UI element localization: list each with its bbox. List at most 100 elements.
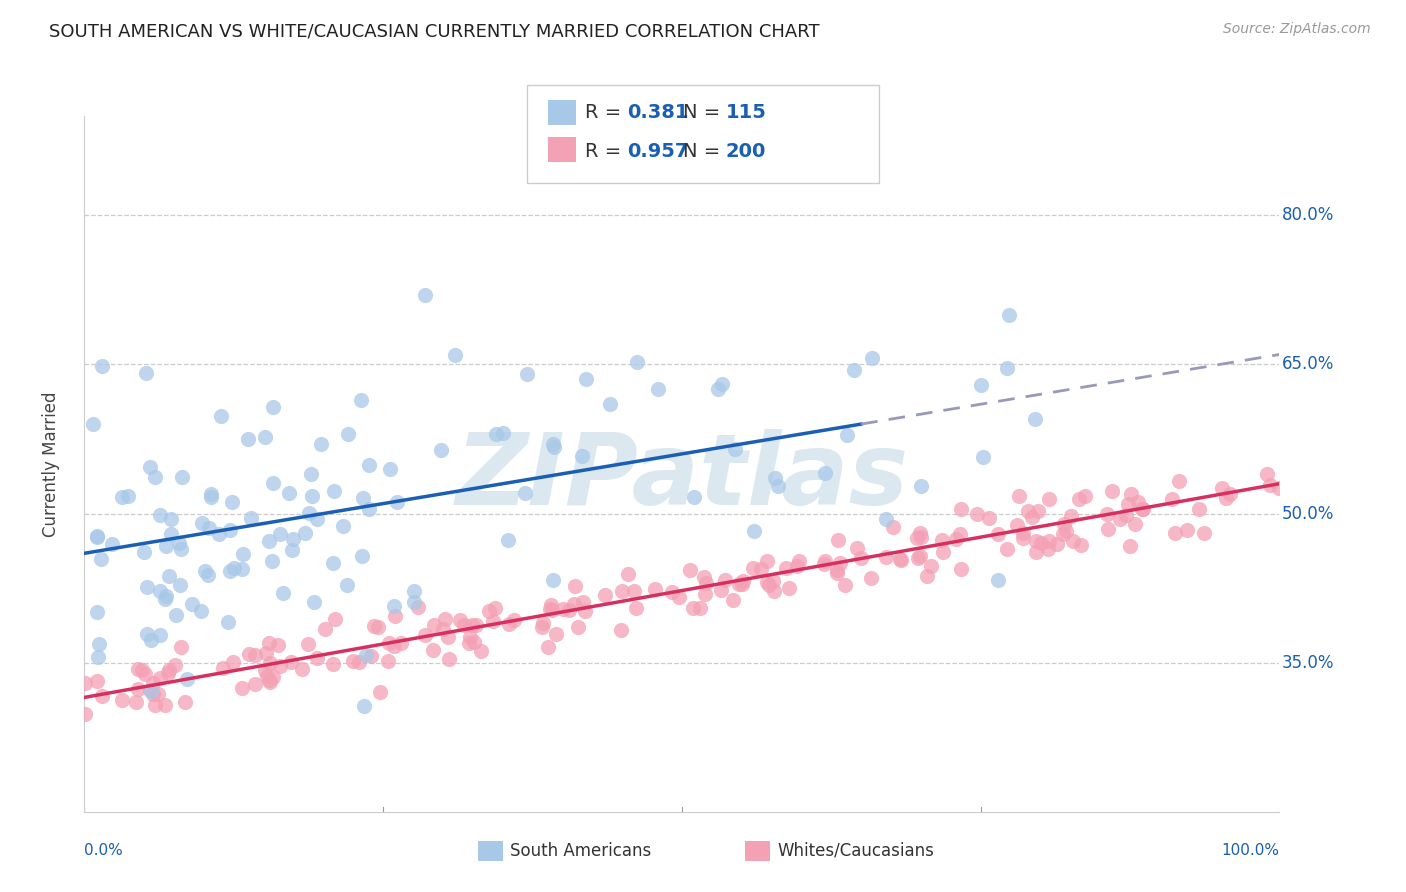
Point: [492, 425, 515, 440]
Point: [907, 551, 929, 566]
Point: [859, 571, 882, 585]
Point: [160, 527, 183, 541]
Text: 50.0%: 50.0%: [1282, 505, 1334, 523]
Point: [731, 577, 754, 591]
Point: [1116, 497, 1139, 511]
Point: [153, 698, 176, 712]
Point: [1008, 489, 1031, 503]
Point: [155, 591, 177, 606]
Point: [380, 461, 402, 475]
Point: [357, 502, 380, 516]
Point: [382, 599, 405, 613]
Point: [194, 564, 217, 578]
Point: [404, 594, 426, 608]
Point: [87, 650, 110, 665]
Point: [723, 593, 745, 607]
Point: [165, 658, 187, 673]
Point: [350, 393, 373, 408]
Text: 80.0%: 80.0%: [1282, 206, 1334, 225]
Point: [238, 647, 260, 661]
Point: [86, 529, 108, 543]
Point: [1025, 534, 1047, 549]
Point: [406, 600, 429, 615]
Point: [259, 534, 281, 549]
Point: [90, 551, 112, 566]
Point: [138, 459, 160, 474]
Point: [82, 417, 104, 431]
Point: [141, 633, 163, 648]
Point: [101, 536, 124, 550]
Point: [1188, 502, 1211, 516]
Point: [1119, 539, 1142, 553]
Point: [679, 563, 702, 577]
Point: [814, 466, 837, 480]
Point: [191, 516, 214, 531]
Point: [1115, 508, 1137, 522]
Text: R =: R =: [585, 103, 627, 122]
Point: [762, 574, 785, 589]
Point: [540, 598, 562, 612]
Point: [1011, 526, 1033, 541]
Point: [458, 635, 481, 649]
Point: [243, 648, 266, 662]
Text: ZIPatlas: ZIPatlas: [456, 429, 908, 526]
Point: [484, 601, 506, 615]
Point: [257, 636, 280, 650]
Point: [787, 553, 810, 567]
Point: [169, 578, 191, 592]
Point: [1062, 534, 1084, 549]
Text: 65.0%: 65.0%: [1282, 355, 1334, 374]
Point: [762, 583, 785, 598]
Point: [212, 661, 235, 675]
Point: [165, 608, 187, 623]
Point: [449, 613, 471, 627]
Point: [149, 508, 172, 523]
Point: [593, 589, 616, 603]
Point: [342, 654, 364, 668]
Point: [1012, 531, 1035, 545]
Point: [73, 676, 96, 690]
Point: [352, 491, 374, 505]
Point: [1067, 491, 1090, 506]
Point: [142, 676, 165, 690]
Point: [433, 612, 456, 626]
Point: [661, 584, 683, 599]
Point: [1164, 525, 1187, 540]
Point: [402, 584, 425, 599]
Point: [75, 706, 97, 721]
Point: [157, 568, 180, 582]
Point: [567, 620, 589, 634]
Point: [125, 695, 148, 709]
Text: 100.0%: 100.0%: [1222, 843, 1279, 858]
Point: [135, 366, 157, 380]
Point: [905, 532, 928, 546]
Point: [1123, 517, 1146, 532]
Point: [1097, 522, 1119, 536]
Text: R =: R =: [585, 142, 627, 161]
Point: [915, 569, 938, 583]
Point: [117, 489, 139, 503]
Point: [280, 655, 302, 669]
Point: [932, 545, 955, 559]
Point: [875, 512, 897, 526]
Point: [742, 524, 765, 539]
Point: [294, 526, 316, 541]
Point: [337, 426, 360, 441]
Point: [86, 530, 108, 544]
Point: [624, 601, 647, 615]
Text: 35.0%: 35.0%: [1282, 654, 1334, 672]
Point: [564, 579, 586, 593]
Point: [257, 673, 280, 688]
Point: [1036, 541, 1059, 556]
Point: [970, 378, 993, 392]
Point: [149, 628, 172, 642]
Text: 0.957: 0.957: [627, 142, 689, 161]
Point: [413, 628, 436, 642]
Point: [297, 637, 319, 651]
Point: [273, 586, 295, 600]
Point: [538, 601, 561, 615]
Point: [889, 552, 911, 566]
Point: [1070, 538, 1092, 552]
Point: [89, 637, 111, 651]
Point: [437, 630, 460, 644]
